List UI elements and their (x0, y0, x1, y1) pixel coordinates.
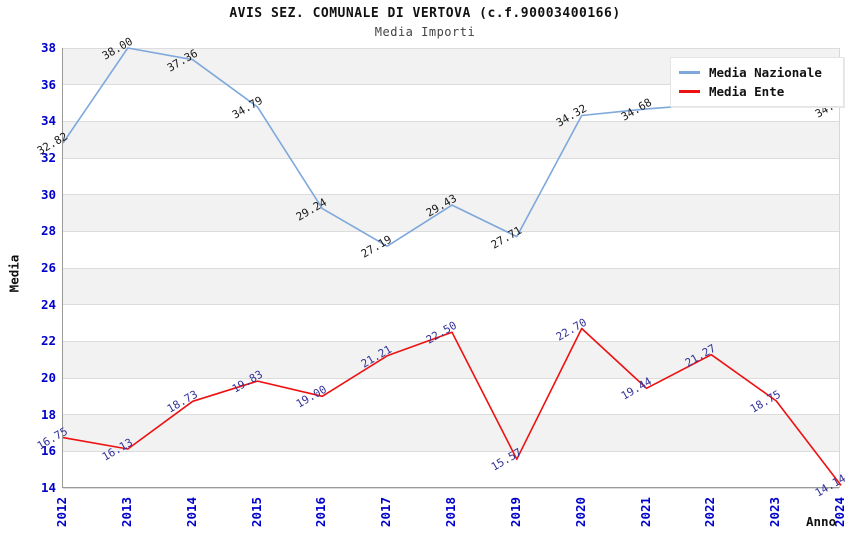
plot-area (62, 47, 842, 489)
gridline (63, 450, 839, 452)
y-tick-label: 32 (40, 150, 56, 165)
x-tick-label: 2023 (767, 496, 783, 528)
x-axis-title: Anno (806, 514, 837, 529)
gridline (63, 377, 839, 379)
chart-title: AVIS SEZ. COMUNALE DI VERTOVA (c.f.90003… (229, 6, 621, 21)
gridline (63, 340, 839, 342)
x-tick-label: 2017 (378, 496, 394, 528)
x-tick-label: 2024 (832, 496, 847, 528)
y-tick-label: 28 (40, 223, 56, 239)
legend: Media Nazionale Media Ente (670, 57, 844, 107)
x-tick-label: 2021 (637, 496, 653, 528)
x-tick-label: 2012 (54, 496, 69, 528)
chart-subtitle: Media Importi (374, 25, 476, 39)
y-tick-label: 26 (40, 260, 56, 275)
legend-item-media-nazionale: Media Nazionale (679, 63, 835, 82)
gridline (63, 487, 839, 489)
legend-label: Media Nazionale (709, 65, 822, 80)
legend-label: Media Ente (709, 84, 785, 99)
x-tick-label: 2014 (183, 496, 199, 528)
x-tick-label: 2020 (572, 496, 588, 528)
legend-item-media-ente: Media Ente (679, 82, 835, 101)
y-tick-label: 18 (40, 406, 56, 422)
gridline (63, 230, 839, 232)
x-tick-label: 2019 (507, 496, 523, 528)
gridline (63, 304, 839, 306)
gridline (63, 267, 839, 269)
legend-swatch-media-ente (679, 90, 700, 93)
y-tick-label: 36 (40, 76, 56, 92)
gridline (63, 120, 839, 122)
y-tick-label: 24 (40, 296, 56, 312)
gridline (63, 157, 839, 159)
x-tick-label: 2016 (313, 496, 329, 528)
y-tick-label: 34 (40, 113, 56, 129)
x-tick-label: 2015 (248, 496, 264, 528)
gridline (63, 47, 839, 49)
y-tick-label: 30 (40, 186, 56, 202)
y-tick-label: 14 (40, 480, 56, 495)
x-tick-label: 2013 (118, 496, 134, 528)
y-tick-label: 22 (40, 333, 56, 349)
y-tick-label: 16 (40, 443, 56, 459)
y-tick-label: 38 (40, 40, 56, 55)
x-tick-label: 2022 (702, 496, 718, 528)
gridline (63, 414, 839, 416)
y-tick-label: 20 (40, 370, 56, 385)
legend-swatch-media-nazionale (679, 71, 700, 74)
x-tick-label: 2018 (443, 496, 458, 528)
